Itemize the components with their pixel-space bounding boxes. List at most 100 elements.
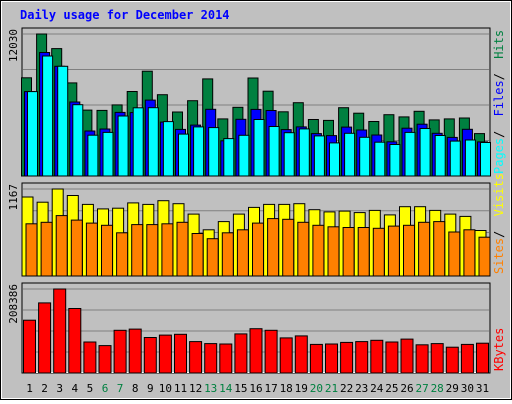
bar-sites-day-3 [55,215,68,277]
bar-kbytes-day-9 [143,337,157,374]
x-tick-label-14: 14 [219,382,233,395]
bar-pages-day-31 [480,142,491,177]
bar-kbytes-day-8 [128,328,142,374]
bar-pages-day-13 [208,127,220,177]
x-tick-label-2: 2 [41,382,48,395]
bar-pages-day-24 [374,141,386,177]
x-tick-label-21: 21 [325,382,338,395]
y-max-label: 208386 [7,284,20,324]
x-tick-label-13: 13 [204,382,217,395]
bar-sites-day-30 [463,229,476,277]
legend-pages: Pages [492,138,506,174]
bar-kbytes-day-26 [400,338,414,374]
bar-kbytes-day-2 [38,302,52,374]
x-tick-label-17: 17 [264,382,277,395]
bar-sites-day-18 [282,218,295,277]
x-tick-label-8: 8 [132,382,139,395]
bar-pages-day-16 [253,119,265,177]
x-tick-label-27: 27 [415,382,428,395]
bar-sites-day-15 [236,229,249,277]
bar-sites-day-13 [206,238,219,277]
bar-kbytes-day-6 [98,345,112,374]
bar-pages-day-22 [344,132,356,177]
bar-sites-day-21 [327,226,340,277]
bar-sites-day-28 [433,221,446,277]
x-tick-label-24: 24 [370,382,384,395]
bar-kbytes-day-14 [219,343,233,374]
bar-sites-day-11 [176,221,189,277]
bar-sites-day-31 [478,236,491,277]
panel-kbytes: 208386 [7,282,491,374]
bar-kbytes-day-27 [415,344,429,374]
bar-sites-day-29 [448,231,461,277]
bar-kbytes-day-17 [264,329,278,374]
x-tick-label-12: 12 [189,382,202,395]
x-tick-label-5: 5 [87,382,94,395]
bar-kbytes-day-28 [430,343,444,374]
x-tick-label-16: 16 [249,382,262,395]
bar-pages-day-27 [419,128,431,177]
x-tick-label-9: 9 [147,382,154,395]
chart-panels: 12030 1167 208386 [7,27,491,374]
bar-sites-day-10 [161,223,174,277]
bar-pages-day-30 [464,139,476,177]
bar-pages-day-23 [359,136,371,177]
bar-kbytes-day-13 [204,343,218,374]
y-max-label: 1167 [7,184,20,211]
bar-sites-day-4 [70,219,83,277]
x-tick-label-31: 31 [476,382,489,395]
bar-pages-day-10 [162,121,174,177]
bar-kbytes-day-5 [83,341,97,374]
series-sites [25,215,491,277]
bar-pages-day-8 [132,107,144,177]
bar-kbytes-day-20 [309,343,323,374]
legend-hits: Hits [492,30,506,59]
x-tick-label-19: 19 [295,382,308,395]
bar-pages-day-21 [329,142,340,177]
bar-kbytes-day-4 [68,308,82,374]
bar-pages-day-5 [87,134,99,177]
y-max-label: 12030 [7,29,20,62]
bar-sites-day-6 [101,224,113,277]
bar-pages-day-11 [178,133,189,177]
bar-pages-day-9 [147,107,159,177]
bar-sites-day-8 [131,224,144,277]
x-tick-label-23: 23 [355,382,368,395]
bar-sites-day-16 [252,222,264,277]
bar-sites-day-19 [297,221,310,277]
bar-kbytes-day-24 [370,339,384,374]
panel-visits-sites: 1167 [7,182,491,277]
bar-kbytes-day-29 [445,346,459,374]
bar-kbytes-day-19 [294,335,308,374]
x-tick-label-18: 18 [280,382,293,395]
x-tick-label-30: 30 [461,382,474,395]
bar-pages-day-19 [298,128,310,177]
bar-sites-day-2 [40,221,53,277]
legend-separator: / [492,231,506,238]
bar-sites-day-9 [146,224,159,277]
x-tick-label-1: 1 [26,382,33,395]
bar-sites-day-5 [85,222,98,277]
bar-pages-day-14 [223,138,235,177]
panel-hits-files-pages: 12030 [7,27,491,177]
series-pages [27,55,491,177]
bar-sites-day-1 [25,223,38,277]
legend-files: Files [492,80,506,116]
x-tick-label-6: 6 [102,382,109,395]
bar-sites-day-22 [342,227,355,277]
bar-pages-day-17 [268,126,280,177]
bar-kbytes-day-11 [174,333,187,374]
bar-pages-day-7 [117,115,129,177]
bar-pages-day-2 [42,55,54,177]
legend-sites: Sites [492,238,506,274]
bar-kbytes-day-18 [279,337,293,374]
bar-pages-day-26 [404,131,416,177]
bar-sites-day-23 [357,227,370,277]
bar-pages-day-6 [102,131,114,177]
bar-pages-day-18 [283,132,295,177]
x-axis-labels: 1 2 3 4 5 6 7 8 9 10 11 12 13 14 15 16 17 18 19 20 21 22 23 24 2… [26,382,489,395]
bar-sites-day-25 [387,225,400,277]
bar-kbytes-day-1 [23,319,36,374]
